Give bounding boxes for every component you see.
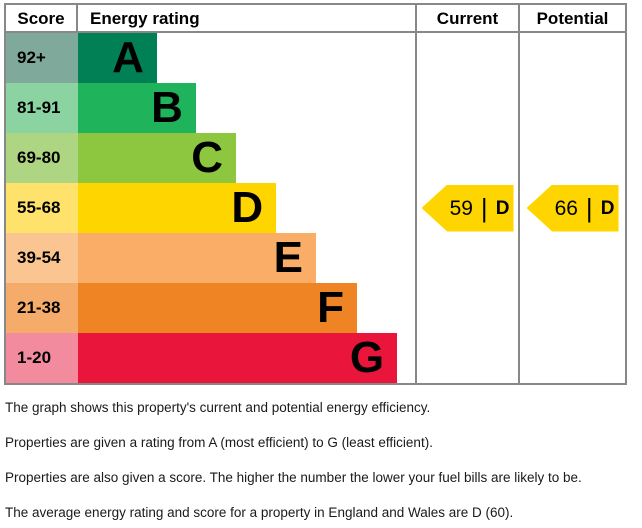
potential-cell [520, 233, 625, 283]
score-cell: 81-91 [6, 83, 78, 133]
footer-line: The average energy rating and score for … [5, 505, 514, 520]
rating-bar: A [78, 33, 157, 83]
current-cell [417, 233, 520, 283]
potential-cell [520, 33, 625, 83]
arrow-band-letter: D [495, 197, 510, 219]
band-row-g: 1-20 G [6, 333, 625, 383]
potential-cell: 66 | D [520, 183, 625, 233]
current-cell [417, 83, 520, 133]
band-letter: E [273, 233, 303, 282]
band-rows: 92+ A 81-91 B 69-80 C [6, 33, 625, 383]
rating-bar: G [78, 333, 398, 383]
rating-bar: F [78, 283, 358, 333]
arrow-score-value: 59 [449, 196, 473, 220]
footer-line: Properties are also given a score. The h… [5, 470, 582, 485]
energy-rating-column-header: Energy rating [78, 5, 417, 31]
potential-column-header: Potential [536, 8, 609, 28]
score-range-label: 39-54 [17, 248, 61, 267]
score-cell: 21-38 [6, 283, 78, 333]
score-column-header: Score [6, 5, 78, 31]
arrow-divider: | [585, 193, 593, 223]
score-range-label: 81-91 [17, 98, 61, 117]
bar-cell: D [78, 183, 417, 233]
score-range-label: 21-38 [17, 298, 61, 317]
potential-rating-arrow: 66 | D [526, 184, 619, 232]
band-row-b: 81-91 B [6, 83, 625, 133]
chart-description: The graph shows this property's current … [5, 400, 637, 528]
bar-cell: B [78, 83, 417, 133]
rating-bar: B [78, 83, 196, 133]
chart-header-row: Score Energy rating Current Potential [6, 5, 625, 33]
current-cell [417, 133, 520, 183]
score-range-label: 92+ [17, 48, 46, 67]
current-cell: 59 | D [417, 183, 520, 233]
score-cell: 39-54 [6, 233, 78, 283]
band-letter: A [112, 33, 144, 82]
current-cell [417, 333, 520, 383]
current-cell [417, 33, 520, 83]
rating-bar: D [78, 183, 277, 233]
potential-cell [520, 333, 625, 383]
band-letter: B [151, 83, 183, 132]
band-letter: F [317, 283, 345, 332]
rating-bar: E [78, 233, 316, 283]
score-range-label: 55-68 [17, 198, 61, 217]
bar-cell: C [78, 133, 417, 183]
band-row-d: 55-68 D 59 | D 66 | D [6, 183, 625, 233]
energy-rating-chart: Score Energy rating Current Potential 92… [4, 3, 627, 385]
band-row-c: 69-80 C [6, 133, 625, 183]
score-range-label: 69-80 [17, 148, 61, 167]
current-rating-arrow: 59 | D [421, 184, 514, 232]
score-cell: 69-80 [6, 133, 78, 183]
score-cell: 1-20 [6, 333, 78, 383]
bar-cell: E [78, 233, 417, 283]
arrow-score-value: 66 [554, 196, 578, 220]
bar-cell: G [78, 333, 417, 383]
band-row-a: 92+ A [6, 33, 625, 83]
potential-cell [520, 283, 625, 333]
rating-bar: C [78, 133, 237, 183]
band-letter: C [191, 133, 224, 182]
score-range-label: 1-20 [17, 348, 52, 367]
potential-cell [520, 133, 625, 183]
potential-cell [520, 83, 625, 133]
arrow-divider: | [480, 193, 488, 223]
footer-line: The graph shows this property's current … [5, 400, 431, 415]
score-cell: 92+ [6, 33, 78, 83]
band-letter: G [349, 333, 385, 382]
band-row-f: 21-38 F [6, 283, 625, 333]
bar-cell: F [78, 283, 417, 333]
band-row-e: 39-54 E [6, 233, 625, 283]
bar-cell: A [78, 33, 417, 83]
current-cell [417, 283, 520, 333]
band-letter: D [231, 183, 264, 232]
score-cell: 55-68 [6, 183, 78, 233]
arrow-band-letter: D [600, 197, 615, 219]
footer-line: Properties are given a rating from A (mo… [5, 435, 433, 450]
current-column-header: Current [417, 5, 520, 31]
